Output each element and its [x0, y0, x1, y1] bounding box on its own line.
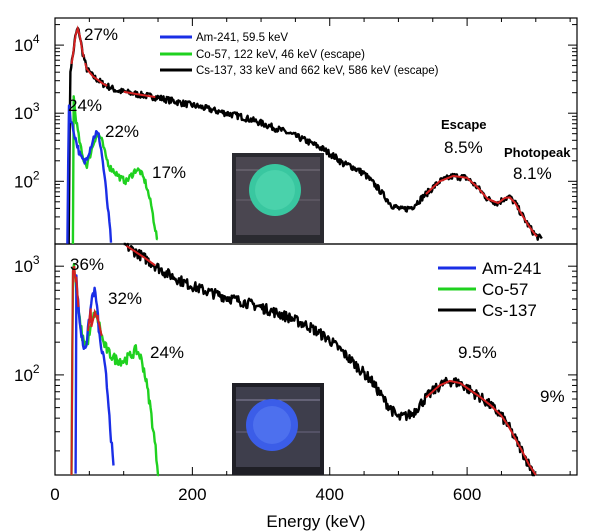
annotation-8-1pct: 8.1% [513, 164, 552, 183]
legend-label-co57: Co-57 [482, 280, 528, 299]
bottom-legend: Am-241 Co-57 Cs-137 [438, 259, 542, 320]
annotation-17pct: 17% [152, 163, 186, 182]
series-cs137 [123, 242, 536, 477]
x-tick-label: 0 [50, 485, 59, 504]
x-axis-label: Energy (keV) [266, 512, 365, 531]
crystal-photo-top [232, 153, 324, 243]
y-tick-label: 104 [14, 32, 40, 55]
bottom-series-group [70, 242, 537, 477]
fit-curve [425, 174, 495, 203]
y-tick-label: 103 [14, 100, 40, 123]
annotation-24pct: 24% [68, 96, 102, 115]
fit-curve [70, 265, 80, 476]
annotation-32pct: 32% [108, 289, 142, 308]
annotation-escape: Escape [441, 117, 487, 132]
fit-curve [487, 402, 537, 476]
annotation-24pct-bottom: 24% [150, 343, 184, 362]
x-tick-label: 400 [316, 485, 344, 504]
annotation-22pct: 22% [105, 122, 139, 141]
fit-curve [70, 25, 85, 65]
fit-curve [425, 379, 496, 410]
top-legend: Am-241, 59.5 keV Co-57, 122 keV, 46 keV … [160, 32, 439, 77]
series-co57 [71, 95, 159, 245]
y-tick-label: 103 [14, 253, 40, 276]
annotation-9pct: 9% [540, 387, 565, 406]
legend-label-am241: Am-241, 59.5 keV [196, 32, 288, 44]
top-y-axis: 102 103 104 [14, 24, 577, 230]
y-tick-label: 102 [14, 168, 40, 191]
annotation-27pct: 27% [84, 25, 118, 44]
x-tick-label: 200 [178, 485, 206, 504]
annotation-8-5pct: 8.5% [444, 138, 483, 157]
annotation-photopeak: Photopeak [504, 145, 571, 160]
x-tick-label: 600 [453, 485, 481, 504]
top-series-group [66, 25, 543, 245]
fit-curve [125, 244, 156, 267]
annotation-9-5pct: 9.5% [458, 343, 497, 362]
annotation-36pct: 36% [70, 255, 104, 274]
legend-label-cs137: Cs-137 [482, 301, 537, 320]
bottom-y-axis: 102 103 [14, 253, 577, 452]
y-tick-label: 102 [14, 362, 40, 385]
series-am241 [66, 104, 113, 244]
fit-curve [490, 196, 538, 238]
crystal-photo-bottom [232, 383, 324, 475]
fit-curve [84, 62, 108, 87]
series-cs137 [67, 26, 543, 245]
legend-label-cs137: Cs-137, 33 keV and 662 keV, 586 keV (esc… [196, 65, 439, 77]
legend-label-co57: Co-57, 122 keV, 46 keV (escape) [196, 49, 365, 61]
legend-label-am241: Am-241 [482, 259, 542, 278]
series-am241 [74, 274, 115, 474]
fit-curve [123, 90, 156, 99]
fit-curve [87, 308, 103, 337]
